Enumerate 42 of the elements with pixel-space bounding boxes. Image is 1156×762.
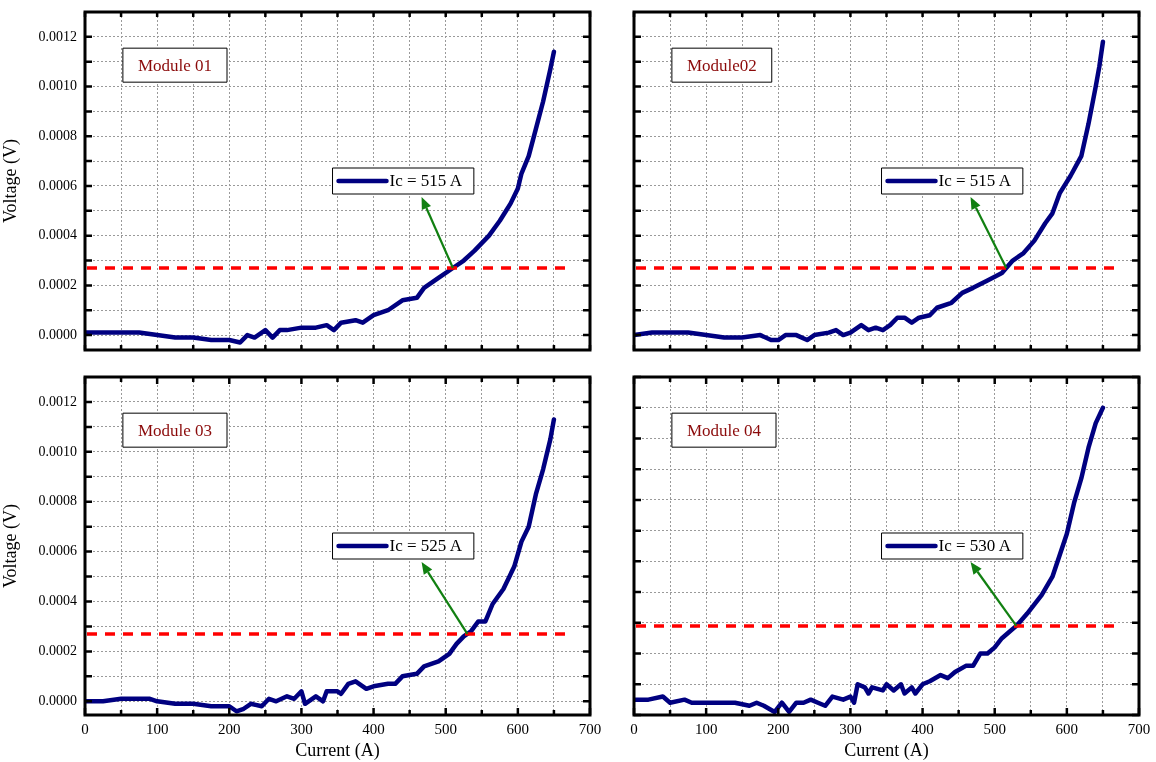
x-tick-label: 300 xyxy=(290,720,313,737)
y-tick-label: 0.0006 xyxy=(38,177,77,193)
y-tick-label: 0.0012 xyxy=(38,28,77,44)
annotation: Module 03 xyxy=(137,420,213,440)
y-tick-label: 0.0012 xyxy=(38,393,77,409)
x-tick-label: 200 xyxy=(767,720,790,737)
legend-label: Ic = 530 A xyxy=(938,536,1012,556)
x-tick-label: 400 xyxy=(911,720,934,737)
x-tick-label: 700 xyxy=(578,720,602,737)
y-tick-label: 0.0008 xyxy=(38,493,77,509)
annotation: Module02 xyxy=(686,55,757,75)
legend-label: Ic = 515 A xyxy=(938,171,1012,191)
annotation: Module 01 xyxy=(137,55,213,75)
x-axis-title: Current (A) xyxy=(844,739,929,761)
y-tick-label: 0.0004 xyxy=(38,227,77,243)
y-tick-label: 0.0002 xyxy=(38,277,77,293)
y-tick-label: 0.0004 xyxy=(38,593,77,609)
y-axis-title: Voltage (V) xyxy=(0,503,21,589)
y-tick-label: 0.0010 xyxy=(38,443,77,459)
x-tick-label: 500 xyxy=(983,720,1006,737)
y-tick-label: 0.0006 xyxy=(38,543,77,559)
x-tick-label: 700 xyxy=(1127,720,1151,737)
y-tick-label: 0.0008 xyxy=(38,127,77,143)
x-tick-label: 0 xyxy=(630,720,638,737)
x-tick-label: 100 xyxy=(694,720,718,737)
x-tick-label: 0 xyxy=(81,720,89,737)
legend-label: Ic = 515 A xyxy=(389,171,463,191)
x-tick-label: 600 xyxy=(1055,720,1079,737)
x-tick-label: 400 xyxy=(362,720,385,737)
y-tick-label: 0.0000 xyxy=(38,326,77,342)
y-tick-label: 0.0000 xyxy=(38,692,77,708)
x-tick-label: 100 xyxy=(145,720,169,737)
x-tick-label: 600 xyxy=(506,720,530,737)
y-axis-title: Voltage (V) xyxy=(0,138,21,224)
annotation: Module 04 xyxy=(686,420,762,440)
x-tick-label: 500 xyxy=(434,720,457,737)
x-tick-label: 200 xyxy=(218,720,241,737)
x-axis-title: Current (A) xyxy=(295,739,380,761)
y-tick-label: 0.0010 xyxy=(38,78,77,94)
x-tick-label: 300 xyxy=(839,720,862,737)
y-tick-label: 0.0002 xyxy=(38,643,77,659)
legend-label: Ic = 525 A xyxy=(389,536,463,556)
